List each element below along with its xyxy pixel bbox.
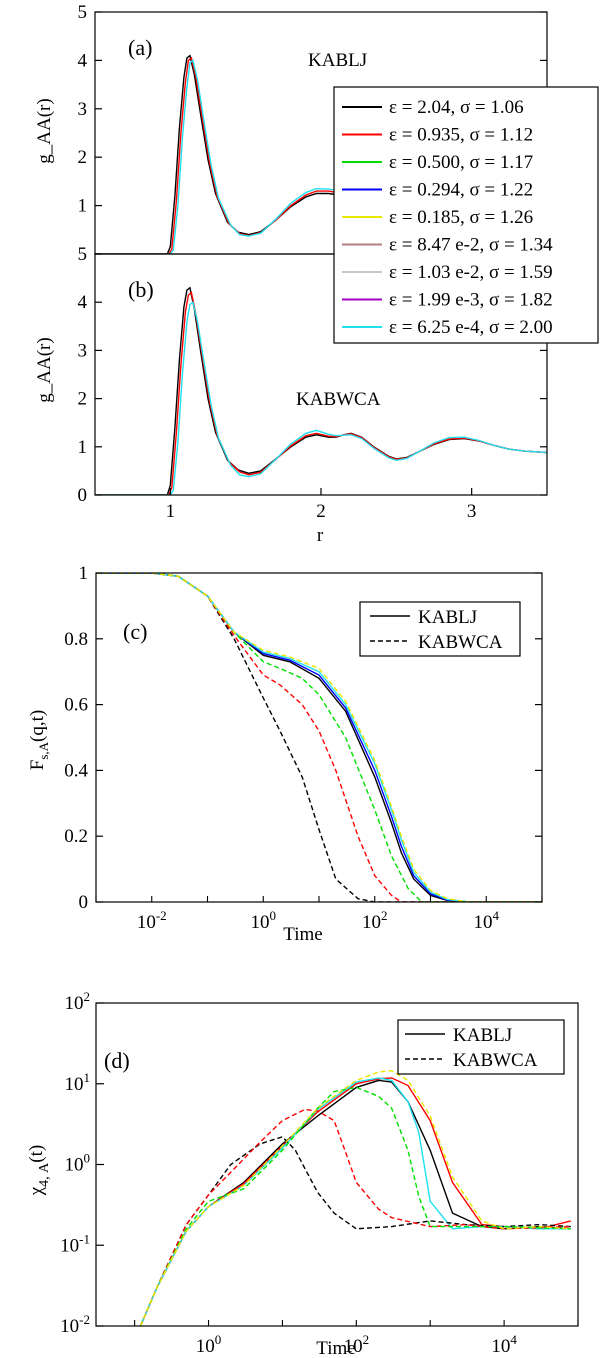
- xtick-label-c-2: 102: [362, 908, 388, 933]
- ytick-label-b-0: 0: [78, 485, 88, 506]
- ytick-label-c-3: 0.6: [64, 695, 88, 716]
- legend-ab: ε = 2.04, σ = 1.06 ε = 0.935, σ = 1.12 ε =…: [333, 86, 599, 344]
- xtick-label-c-3: 104: [474, 908, 500, 933]
- legend-c-kabwca: KABWCA: [418, 632, 503, 653]
- ytick-label-c-1: 0.2: [64, 826, 88, 847]
- ytick-label-b-1: 1: [78, 437, 88, 458]
- panel-b: 0 1 2 3 4 5 1 2 3 (b) KABWCA g_AA(r) r: [34, 244, 548, 546]
- xtick-label-b-2: 3: [467, 501, 477, 522]
- legend-d-kabwca: KABWCA: [453, 1050, 538, 1071]
- panel-label-b: (b): [128, 277, 154, 302]
- xtick-label-d-0: 100: [196, 1332, 222, 1357]
- annotation-kablj: KABLJ: [308, 50, 367, 71]
- ytick-label-a-4: 4: [78, 50, 88, 71]
- ytick-label-d-4: 102: [65, 989, 91, 1014]
- legend-d-kablj: KABLJ: [453, 1025, 512, 1046]
- series-line-b-2: [95, 300, 547, 495]
- series-line-d-2: [139, 1077, 571, 1326]
- legend-d-box: [397, 1019, 565, 1075]
- series-line-c-4: [96, 573, 542, 902]
- ytick-label-d-1: 10-1: [60, 1231, 90, 1256]
- ytick-label-c-0: 0: [79, 892, 89, 913]
- ytick-label-c-5: 1: [79, 563, 89, 584]
- ytick-label-a-5: 5: [78, 2, 88, 23]
- legend-ab-label-7: ε = 1.99 e-3, σ = 1.82: [389, 290, 553, 311]
- ytick-label-a-3: 3: [78, 99, 88, 120]
- legend-ab-label-0: ε = 2.04, σ = 1.06: [389, 97, 524, 118]
- panel-c: 0 0.2 0.4 0.6 0.8 1 10-2 100 102 104 (c) Fs,A(q,…: [27, 563, 543, 945]
- panel-label-a: (a): [128, 35, 152, 60]
- legend-d: KABLJ KABWCA: [397, 1019, 565, 1075]
- legend-c-kablj: KABLJ: [418, 607, 477, 628]
- ylabel-d: χ4, A(t): [26, 1145, 52, 1197]
- xtick-label-c-1: 100: [251, 908, 277, 933]
- xlabel-b: r: [317, 525, 324, 546]
- legend-ab-label-3: ε = 0.294, σ = 1.22: [389, 180, 533, 201]
- ytick-label-c-4: 0.8: [64, 629, 88, 650]
- legend-c-box: [359, 601, 521, 657]
- series-line-d-1: [139, 1077, 571, 1326]
- series-line-d-5: [139, 1086, 571, 1326]
- xtick-label-d-2: 104: [491, 1332, 517, 1357]
- ytick-label-d-0: 10-2: [60, 1312, 90, 1337]
- ylabel-c: Fs,A(q,t): [27, 710, 51, 770]
- ytick-label-a-1: 1: [78, 196, 88, 217]
- xlabel-c: Time: [283, 924, 322, 945]
- xtick-label-b-1: 2: [316, 501, 326, 522]
- series-line-d-0: [139, 1079, 571, 1326]
- series-line-b-1: [95, 291, 547, 495]
- legend-ab-label-1: ε = 0.935, σ = 1.12: [389, 125, 533, 146]
- xtick-label-b-0: 1: [166, 501, 176, 522]
- ytick-label-b-5: 5: [78, 244, 88, 265]
- ytick-label-b-4: 4: [78, 292, 88, 313]
- ytick-label-d-2: 100: [65, 1151, 91, 1176]
- series-line-d-6: [139, 1069, 571, 1326]
- series-line-d-4: [139, 1108, 571, 1326]
- legend-ab-label-8: ε = 6.25 e-4, σ = 2.00: [389, 317, 553, 338]
- series-line-d-3: [139, 1136, 571, 1326]
- ylabel-a: g_AA(r): [34, 98, 55, 163]
- panel-label-c: (c): [123, 619, 147, 644]
- legend-ab-label-4: ε = 0.185, σ = 1.26: [389, 207, 533, 228]
- ytick-label-b-3: 3: [78, 340, 88, 361]
- legend-c: KABLJ KABWCA: [359, 601, 521, 657]
- legend-ab-label-6: ε = 1.03 e-2, σ = 1.59: [389, 262, 553, 283]
- ytick-label-a-2: 2: [78, 147, 88, 168]
- ytick-label-c-2: 0.4: [64, 760, 88, 781]
- ytick-label-b-2: 2: [78, 389, 88, 410]
- xlabel-d: Time: [316, 1338, 355, 1358]
- legend-ab-label-5: ε = 8.47 e-2, σ = 1.34: [389, 235, 553, 256]
- ytick-label-d-3: 101: [65, 1070, 91, 1095]
- ylabel-b: g_AA(r): [34, 337, 55, 402]
- series-line-c-6: [96, 573, 542, 902]
- xtick-label-c-0: 10-2: [137, 908, 167, 933]
- annotation-kabwca: KABWCA: [296, 389, 381, 410]
- panel-label-d: (d): [104, 1048, 130, 1073]
- legend-ab-label-2: ε = 0.500, σ = 1.17: [389, 152, 533, 173]
